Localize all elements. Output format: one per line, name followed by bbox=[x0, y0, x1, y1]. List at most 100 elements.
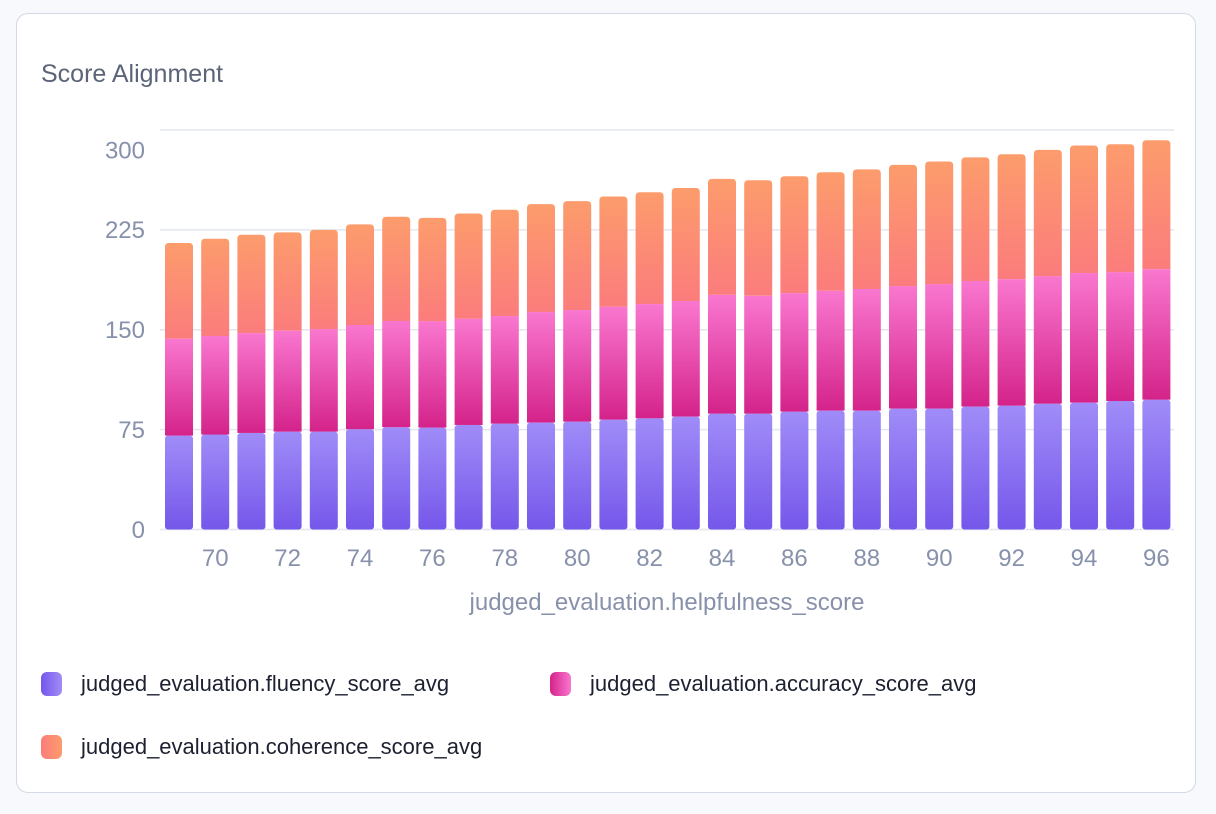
chart-title: Score Alignment bbox=[41, 60, 224, 88]
bar-segment-fluency[interactable] bbox=[780, 411, 809, 530]
bar-segment-coherence[interactable] bbox=[1070, 145, 1098, 274]
bar-segment-accuracy[interactable] bbox=[418, 321, 447, 428]
bar-segment-accuracy[interactable] bbox=[490, 316, 519, 424]
bar-segment-fluency[interactable] bbox=[1142, 399, 1171, 530]
bar-segment-accuracy[interactable] bbox=[165, 338, 193, 436]
bar-segment-coherence[interactable] bbox=[382, 216, 411, 321]
bar-segment-coherence[interactable] bbox=[490, 209, 519, 317]
bar-segment-coherence[interactable] bbox=[1106, 144, 1135, 273]
bar-segment-fluency[interactable] bbox=[382, 427, 411, 530]
bar-segment-accuracy[interactable] bbox=[961, 281, 990, 407]
bar-segment-accuracy[interactable] bbox=[454, 318, 483, 425]
bar-segment-fluency[interactable] bbox=[201, 434, 230, 530]
bar-segment-accuracy[interactable] bbox=[671, 300, 700, 417]
x-tick-label: 80 bbox=[564, 545, 591, 572]
bar-segment-fluency[interactable] bbox=[346, 429, 374, 530]
bar-segment-coherence[interactable] bbox=[889, 164, 917, 287]
x-tick-label: 82 bbox=[636, 545, 663, 572]
bar-segment-accuracy[interactable] bbox=[1033, 276, 1062, 404]
bar-segment-accuracy[interactable] bbox=[563, 310, 592, 422]
bar-segment-fluency[interactable] bbox=[454, 424, 483, 530]
bar-segment-coherence[interactable] bbox=[309, 229, 338, 330]
bar-segment-accuracy[interactable] bbox=[889, 286, 917, 409]
bar-segment-fluency[interactable] bbox=[816, 410, 845, 530]
bar-segment-coherence[interactable] bbox=[527, 204, 555, 313]
bar-segment-fluency[interactable] bbox=[925, 408, 954, 530]
bar-segment-coherence[interactable] bbox=[744, 180, 773, 296]
bar-segment-coherence[interactable] bbox=[346, 224, 374, 325]
bar-segment-accuracy[interactable] bbox=[1142, 269, 1171, 400]
bar-segment-coherence[interactable] bbox=[780, 176, 809, 294]
legend-item-fluency[interactable]: judged_evaluation.fluency_score_avg bbox=[41, 671, 449, 697]
bar-segment-fluency[interactable] bbox=[563, 421, 592, 530]
x-tick-label: 70 bbox=[202, 545, 229, 572]
bar-segment-accuracy[interactable] bbox=[527, 312, 555, 423]
x-tick-label: 74 bbox=[347, 545, 374, 572]
bar-segment-accuracy[interactable] bbox=[201, 336, 230, 435]
bar-segment-fluency[interactable] bbox=[490, 423, 519, 530]
bar-segment-fluency[interactable] bbox=[744, 413, 773, 530]
bar-segment-fluency[interactable] bbox=[997, 405, 1026, 530]
bar-segment-accuracy[interactable] bbox=[599, 306, 628, 420]
bar-segment-accuracy[interactable] bbox=[708, 294, 736, 414]
bar-segment-coherence[interactable] bbox=[418, 217, 447, 322]
bar-segment-accuracy[interactable] bbox=[925, 284, 954, 409]
bar-segment-coherence[interactable] bbox=[997, 154, 1026, 280]
bar-segment-fluency[interactable] bbox=[237, 432, 266, 530]
legend-swatch-coherence bbox=[41, 735, 62, 759]
bar-segment-coherence[interactable] bbox=[816, 172, 845, 291]
bar-segment-coherence[interactable] bbox=[599, 196, 628, 307]
bar-segment-accuracy[interactable] bbox=[273, 330, 302, 432]
bar-segment-fluency[interactable] bbox=[1033, 403, 1062, 530]
bar-segment-coherence[interactable] bbox=[708, 178, 736, 295]
bar-segment-fluency[interactable] bbox=[852, 410, 881, 530]
legend-label: judged_evaluation.fluency_score_avg bbox=[81, 671, 450, 696]
bar-segment-fluency[interactable] bbox=[273, 431, 302, 530]
bar-segment-coherence[interactable] bbox=[925, 161, 954, 285]
bar-segment-accuracy[interactable] bbox=[635, 304, 664, 419]
bar-segment-fluency[interactable] bbox=[599, 419, 628, 530]
bar-segment-coherence[interactable] bbox=[1142, 140, 1171, 270]
bar-segment-accuracy[interactable] bbox=[780, 293, 809, 412]
y-tick-label: 75 bbox=[118, 417, 145, 444]
legend-item-accuracy[interactable]: judged_evaluation.accuracy_score_avg bbox=[550, 671, 976, 697]
bar-segment-fluency[interactable] bbox=[889, 408, 917, 530]
bar-segment-accuracy[interactable] bbox=[237, 333, 266, 433]
bar-segment-fluency[interactable] bbox=[961, 406, 990, 530]
bar-segment-coherence[interactable] bbox=[454, 213, 483, 319]
bar-segment-accuracy[interactable] bbox=[346, 324, 374, 430]
legend-label: judged_evaluation.accuracy_score_avg bbox=[590, 671, 977, 696]
legend-swatch-accuracy bbox=[550, 672, 571, 696]
bar-segment-coherence[interactable] bbox=[201, 238, 230, 337]
bar-segment-accuracy[interactable] bbox=[852, 289, 881, 411]
bar-segment-coherence[interactable] bbox=[165, 243, 193, 339]
bar-segment-coherence[interactable] bbox=[852, 169, 881, 290]
bar-segment-accuracy[interactable] bbox=[997, 279, 1026, 406]
x-tick-label: 72 bbox=[274, 545, 301, 572]
bar-segment-coherence[interactable] bbox=[635, 192, 664, 305]
bar-segment-coherence[interactable] bbox=[563, 201, 592, 311]
bar-segment-accuracy[interactable] bbox=[1106, 272, 1135, 401]
x-tick-label: 88 bbox=[853, 545, 880, 572]
bar-segment-fluency[interactable] bbox=[418, 427, 447, 530]
bar-segment-coherence[interactable] bbox=[961, 157, 990, 282]
bar-segment-fluency[interactable] bbox=[1106, 400, 1135, 530]
x-tick-label: 90 bbox=[926, 545, 953, 572]
bar-segment-accuracy[interactable] bbox=[309, 329, 338, 432]
bar-segment-accuracy[interactable] bbox=[744, 295, 773, 414]
bar-segment-fluency[interactable] bbox=[708, 413, 736, 530]
legend-item-coherence[interactable]: judged_evaluation.coherence_score_avg bbox=[41, 734, 482, 760]
bar-segment-fluency[interactable] bbox=[527, 422, 555, 530]
bar-segment-accuracy[interactable] bbox=[1070, 273, 1098, 403]
bar-segment-accuracy[interactable] bbox=[816, 290, 845, 411]
bar-segment-coherence[interactable] bbox=[1033, 149, 1062, 277]
bar-segment-coherence[interactable] bbox=[671, 188, 700, 301]
bar-segment-coherence[interactable] bbox=[237, 234, 266, 334]
bar-segment-coherence[interactable] bbox=[273, 232, 302, 331]
bar-segment-fluency[interactable] bbox=[309, 431, 338, 530]
bar-segment-fluency[interactable] bbox=[671, 416, 700, 530]
bar-segment-fluency[interactable] bbox=[635, 418, 664, 530]
bar-segment-accuracy[interactable] bbox=[382, 320, 411, 428]
bar-segment-fluency[interactable] bbox=[165, 435, 193, 530]
bar-segment-fluency[interactable] bbox=[1070, 402, 1098, 530]
